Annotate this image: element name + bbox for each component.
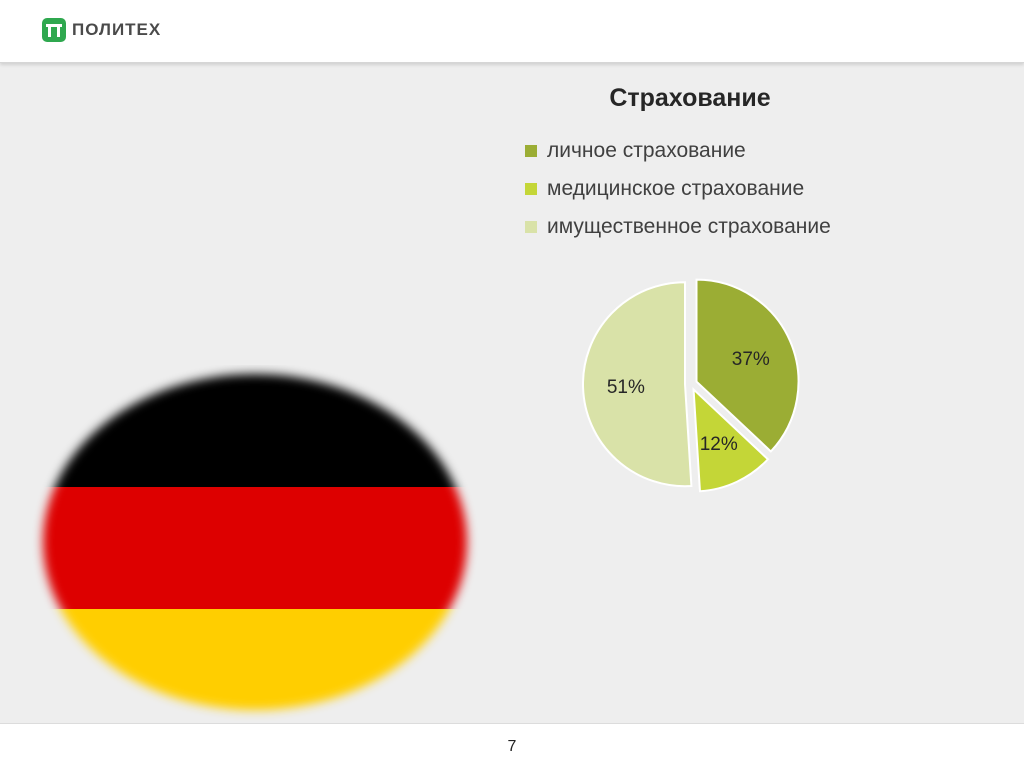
- legend-item: имущественное страхование: [525, 208, 831, 246]
- legend-label: имущественное страхование: [547, 215, 831, 238]
- pie-data-label: 37%: [732, 349, 770, 370]
- chart-title: Страхование: [609, 84, 771, 112]
- header-bar: ПОЛИТЕХ: [0, 0, 1024, 63]
- legend-swatch: [525, 183, 537, 195]
- pie-slice: [692, 386, 770, 493]
- legend-label: медицинское страхование: [547, 177, 805, 200]
- pi-logo-icon: [42, 18, 66, 42]
- pie-data-label: 51%: [607, 377, 645, 398]
- page-number: 7: [507, 738, 517, 755]
- flag-stripe-gold: [30, 609, 490, 735]
- flag-stripe-red: [30, 487, 490, 609]
- legend-swatch: [525, 221, 537, 233]
- pie-chart: 37% 12% 51%: [570, 268, 820, 513]
- legend-item: личное страхование: [525, 132, 831, 170]
- chart-legend: личное страхование медицинское страхован…: [525, 132, 831, 246]
- legend-item: медицинское страхование: [525, 170, 831, 208]
- germany-flag-image: [30, 365, 490, 740]
- pie-slice: [695, 278, 800, 453]
- flag-stripe-black: [30, 365, 490, 487]
- legend-swatch: [525, 145, 537, 157]
- pie-data-label: 12%: [700, 434, 738, 455]
- pie-chart-svg: 37% 12% 51%: [582, 278, 800, 493]
- logo[interactable]: ПОЛИТЕХ: [42, 18, 161, 42]
- logo-text: ПОЛИТЕХ: [72, 20, 162, 39]
- pie-slice: [582, 281, 693, 488]
- legend-label: личное страхование: [547, 139, 746, 162]
- footer-divider: [0, 723, 1024, 724]
